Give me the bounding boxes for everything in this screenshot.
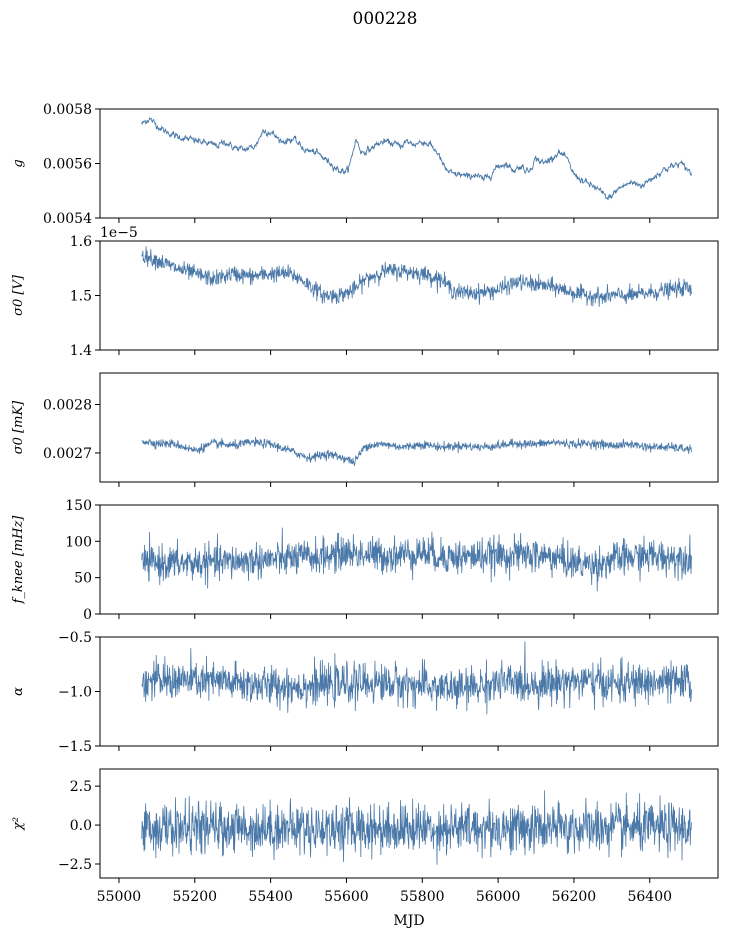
y-tick-label: 1.4 bbox=[70, 343, 92, 359]
y-offset-text: 1e−5 bbox=[100, 225, 138, 241]
x-tick-label: 55200 bbox=[173, 889, 218, 905]
y-tick-label: −2.5 bbox=[58, 857, 92, 873]
panel-5: −1.5 −1.0 −0.5 α bbox=[11, 630, 719, 755]
series-line bbox=[141, 790, 692, 865]
panel-4: 0 50 100 150 f_knee [mHz] bbox=[11, 498, 719, 623]
y-tick-label: 1.5 bbox=[70, 289, 92, 305]
panel-6: −2.5 0.0 2.5 55000 55200 55400 55600 55800 56000… bbox=[11, 768, 719, 905]
x-tick-label: 55400 bbox=[248, 889, 293, 905]
y-tick-label: 150 bbox=[65, 498, 92, 514]
y-tick-label: 50 bbox=[74, 571, 92, 587]
y-axis-label: σ0 [mK] bbox=[11, 400, 26, 454]
panel-2: 1.4 1.5 1.6 1e−5 σ0 [V] bbox=[11, 225, 719, 359]
panel-1: 0.0054 0.0056 0.0058 g bbox=[11, 102, 719, 227]
y-tick-label: 0.0028 bbox=[43, 397, 92, 413]
y-tick-label: 0.0056 bbox=[43, 157, 92, 173]
y-axis-label: α bbox=[11, 687, 26, 696]
y-axis-label: χ² bbox=[11, 817, 26, 831]
y-tick-label: −1.0 bbox=[58, 685, 92, 701]
series-line bbox=[141, 527, 692, 592]
y-tick-label: 0.0058 bbox=[43, 102, 92, 118]
axes-frame bbox=[99, 504, 719, 615]
y-tick-label: 0.0027 bbox=[43, 446, 92, 462]
x-tick-label: 55000 bbox=[97, 889, 142, 905]
x-axis-label: MJD bbox=[393, 913, 424, 929]
x-tick-label: 55800 bbox=[400, 889, 445, 905]
y-tick-label: −1.5 bbox=[58, 739, 92, 755]
axes-frame bbox=[99, 108, 719, 219]
y-tick-label: 0.0054 bbox=[43, 211, 92, 227]
y-tick-label: 0 bbox=[83, 607, 92, 623]
x-tick-label: 56400 bbox=[627, 889, 672, 905]
panel-3: 0.0027 0.0028 σ0 [mK] bbox=[11, 372, 719, 487]
series-line bbox=[141, 246, 692, 307]
x-tick-label: 56200 bbox=[552, 889, 597, 905]
x-tick-label: 56000 bbox=[476, 889, 521, 905]
y-axis-label: σ0 [V] bbox=[11, 274, 26, 316]
series-line bbox=[141, 116, 692, 201]
series-line bbox=[141, 641, 692, 715]
y-tick-label: 2.5 bbox=[70, 779, 92, 795]
y-axis-label: f_knee [mHz] bbox=[11, 515, 26, 605]
axes-frame bbox=[99, 372, 719, 483]
y-tick-label: −0.5 bbox=[58, 630, 92, 646]
series-line bbox=[141, 436, 692, 466]
y-tick-label: 100 bbox=[65, 534, 92, 550]
axes-frame bbox=[99, 768, 719, 879]
y-tick-label: 1.6 bbox=[70, 234, 92, 250]
y-axis-label: g bbox=[11, 159, 26, 167]
y-tick-label: 0.0 bbox=[70, 818, 92, 834]
figure-title: 000228 bbox=[353, 9, 418, 29]
x-tick-label: 55600 bbox=[324, 889, 369, 905]
